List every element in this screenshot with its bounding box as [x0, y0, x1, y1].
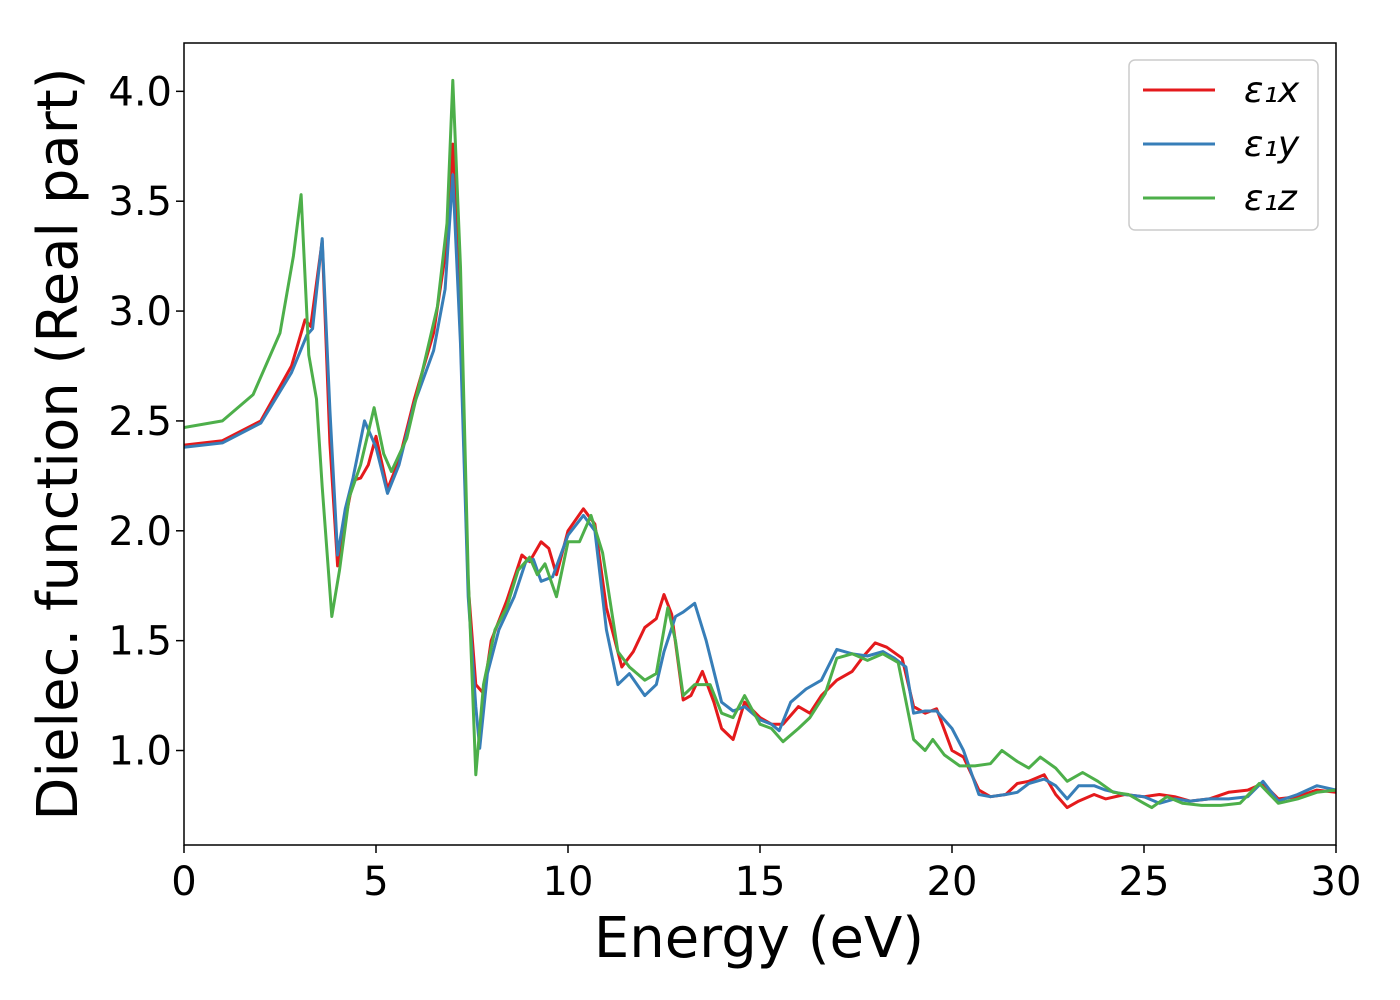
x-tick-label: 30 — [1311, 859, 1362, 905]
x-tick-label: 10 — [543, 859, 594, 905]
legend-label-1: ε₁x — [1244, 70, 1300, 111]
legend-label-3: ε₁z — [1244, 178, 1298, 219]
legend-box — [1128, 59, 1319, 231]
y-tick-label: 1.0 — [108, 729, 172, 775]
series-line-2 — [184, 173, 1336, 805]
x-tick-label: 5 — [363, 859, 388, 905]
y-tick-label: 2.0 — [108, 509, 172, 555]
x-tick-label: 0 — [171, 859, 196, 905]
y-tick-label: 4.0 — [108, 69, 172, 115]
x-tick-label: 20 — [927, 859, 978, 905]
y-axis-title: Dielec. function (Real part) — [26, 67, 91, 820]
y-tick-label: 1.5 — [108, 619, 172, 665]
axes: 0 5 10 15 20 25 30 1.0 1.5 2.0 2.5 3.0 3.5 4.0 — [108, 42, 1362, 905]
x-axis-title: Energy (eV) — [594, 906, 924, 971]
y-tick-label: 2.5 — [108, 399, 172, 445]
y-tick-label: 3.5 — [108, 179, 172, 225]
legend-label-2: ε₁y — [1244, 124, 1300, 165]
series-line-3 — [184, 78, 1336, 810]
x-tick-label: 25 — [1119, 859, 1170, 905]
x-tick-label: 15 — [735, 859, 786, 905]
y-tick-label: 3.0 — [108, 289, 172, 335]
series-line-1 — [184, 142, 1336, 810]
series-lines — [184, 78, 1336, 810]
legend: ε₁x ε₁y ε₁z — [1128, 59, 1319, 231]
